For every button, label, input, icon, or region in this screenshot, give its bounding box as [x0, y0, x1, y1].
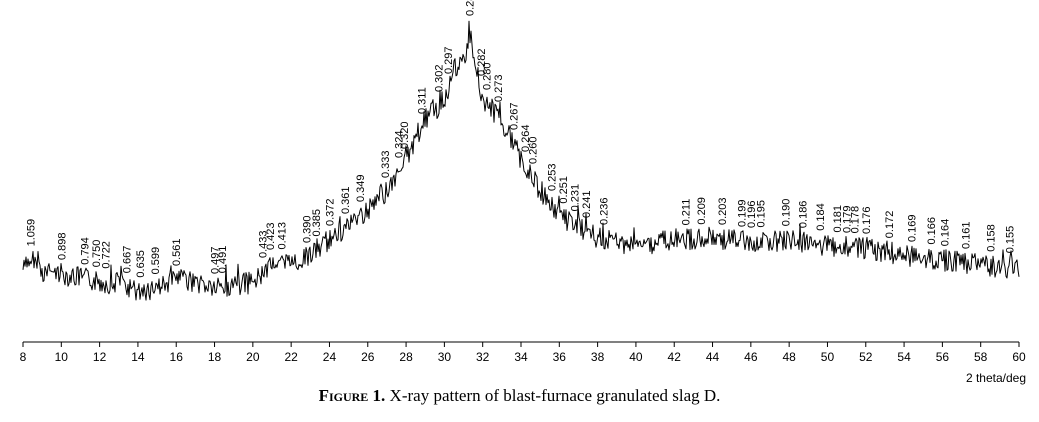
peak-label: 0.794 [79, 237, 91, 265]
x-tick-label: 14 [131, 350, 145, 364]
x-tick-label: 26 [361, 350, 375, 364]
peak-label: 0.158 [985, 224, 997, 252]
peak-label: 0.491 [217, 246, 229, 274]
peak-label: 0.186 [798, 201, 810, 229]
x-tick-label: 40 [629, 350, 643, 364]
x-axis [22, 341, 1020, 347]
x-tick-label: 50 [821, 350, 835, 364]
peak-label: 0.667 [121, 246, 133, 274]
peak-label: 1.059 [26, 219, 38, 247]
peak-label: 0.722 [100, 241, 112, 269]
peak-label: 0.264 [520, 124, 532, 152]
peak-label: 0.372 [325, 198, 337, 226]
x-tick-label: 24 [323, 350, 337, 364]
x-tick-label: 12 [93, 350, 107, 364]
peak-label: 0.164 [939, 219, 951, 247]
x-tick-label: 34 [514, 350, 528, 364]
peak-label: 0.286 [464, 0, 476, 16]
x-tick-label: 42 [668, 350, 682, 364]
peak-label: 0.166 [926, 217, 938, 245]
peak-label: 0.172 [884, 211, 896, 239]
x-tick-label: 56 [936, 350, 950, 364]
peak-label: 0.280 [482, 62, 494, 90]
x-tick-label: 20 [246, 350, 260, 364]
peak-label: 0.190 [780, 199, 792, 227]
peak-label: 0.311 [416, 87, 428, 114]
peak-label: 0.155 [1004, 226, 1016, 254]
peak-label: 0.750 [91, 240, 103, 268]
x-tick-label: 8 [20, 350, 27, 364]
peak-label: 0.209 [696, 197, 708, 225]
peak-label: 0.267 [508, 102, 520, 130]
peak-label: 0.333 [380, 150, 392, 178]
peak-label: 0.178 [849, 206, 861, 234]
peak-label: 0.199 [736, 199, 748, 227]
peak-label: 0.349 [355, 174, 367, 202]
x-axis-label: 2 theta/deg [966, 371, 1026, 385]
peak-label: 0.195 [755, 200, 767, 228]
peak-label: 0.599 [150, 247, 162, 275]
x-tick-label: 46 [744, 350, 758, 364]
peak-label: 0.320 [399, 121, 411, 149]
peak-label: 0.497 [210, 246, 222, 274]
x-tick-label: 36 [553, 350, 567, 364]
peak-label: 0.433 [257, 230, 269, 258]
peak-label: 0.361 [340, 186, 352, 214]
peak-label: 0.390 [302, 215, 314, 243]
x-tick-label: 54 [897, 350, 911, 364]
xrd-pattern-line [22, 20, 1020, 301]
x-tick-label: 52 [859, 350, 873, 364]
peak-label: 0.181 [832, 205, 844, 233]
x-tick-label: 58 [974, 350, 988, 364]
figure-caption: Figure 1. X-ray pattern of blast-furnace… [0, 386, 1039, 406]
peak-label: 0.385 [311, 209, 323, 237]
x-tick-label: 38 [591, 350, 605, 364]
peak-label: 0.635 [135, 250, 147, 278]
peak-label: 0.251 [558, 176, 570, 204]
peak-label: 0.169 [907, 214, 919, 242]
x-tick-label: 44 [706, 350, 720, 364]
peak-label: 0.184 [815, 203, 827, 231]
x-tick-label: 10 [55, 350, 69, 364]
peak-label: 0.561 [171, 238, 183, 266]
peak-label: 0.302 [434, 64, 446, 92]
peak-label: 0.423 [265, 222, 277, 250]
peak-label: 0.260 [528, 136, 540, 164]
caption-label: Figure 1. [318, 386, 386, 405]
caption-text: X-ray pattern of blast-furnace granulate… [385, 386, 721, 405]
x-tick-label: 32 [476, 350, 490, 364]
peak-label: 0.324 [393, 130, 405, 158]
peak-label: 0.273 [493, 74, 505, 102]
x-tick-label: 28 [399, 350, 413, 364]
peak-label: 0.898 [56, 232, 68, 260]
peak-label: 0.413 [277, 222, 289, 250]
peak-label: 0.297 [443, 46, 455, 74]
peak-label: 0.179 [842, 205, 854, 233]
peak-label: 0.211 [681, 199, 693, 226]
peak-label: 0.241 [581, 190, 593, 218]
peak-label: 0.231 [570, 184, 582, 212]
x-tick-label: 30 [438, 350, 452, 364]
peak-label: 0.161 [960, 221, 972, 249]
x-tick-label: 48 [782, 350, 796, 364]
x-tick-labels: 8 10 12 14 16 18 20 22 24 26 28 30 32 34 36 38 40 42 44 46 4… [20, 350, 1026, 364]
peak-label: 0.176 [861, 206, 873, 234]
peak-label: 0.236 [598, 197, 610, 225]
peak-label: 0.253 [547, 163, 559, 191]
x-tick-label: 22 [284, 350, 298, 364]
x-tick-label: 18 [208, 350, 222, 364]
peak-label: 0.282 [476, 48, 488, 76]
x-tick-label: 60 [1012, 350, 1026, 364]
peak-label: 0.196 [746, 200, 758, 228]
peak-label: 0.203 [717, 197, 729, 225]
x-tick-label: 16 [170, 350, 184, 364]
